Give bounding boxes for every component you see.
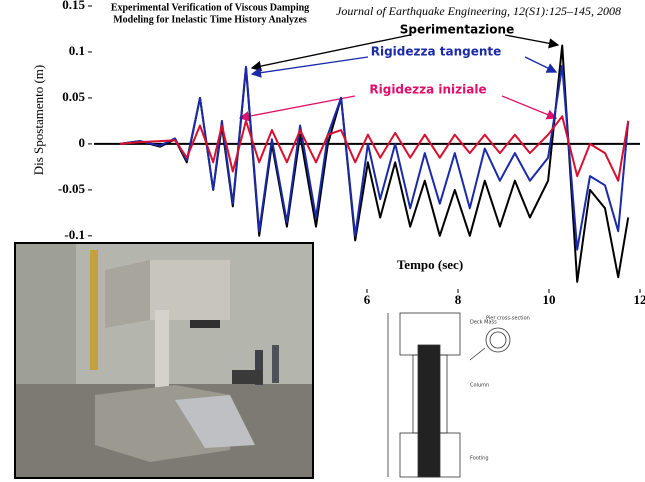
photo xyxy=(14,242,314,479)
arrow xyxy=(501,95,558,120)
legend-label: Rigidezza iniziale xyxy=(369,83,486,97)
x-tick-label: 12 xyxy=(634,292,645,307)
y-axis-label: Dis Spostamento (m) xyxy=(31,65,46,176)
y-tick-label: 0.15 xyxy=(62,0,85,12)
journal: Journal of Earthquake Engineering, 12(S1… xyxy=(336,4,621,18)
y-tick-label: -0.1 xyxy=(64,227,85,242)
series-line xyxy=(119,64,630,251)
arrow xyxy=(524,56,558,73)
arrow xyxy=(238,95,356,122)
y-tick-label: 0.05 xyxy=(62,89,85,104)
legend-label: Sperimentazione xyxy=(400,23,514,37)
arrow xyxy=(504,34,560,49)
series-line xyxy=(119,115,630,182)
arrow xyxy=(250,56,369,78)
y-tick-label: -0.05 xyxy=(58,181,86,196)
header-title: Experimental Verification of Viscous Dam… xyxy=(111,2,309,13)
drawing-label: Pier cross-section xyxy=(486,316,530,322)
x-axis-label: Tempo (sec) xyxy=(397,257,463,272)
annotations: Sperimentazione Rigidezza tangente Rigid… xyxy=(238,23,560,122)
x-tick-label: 6 xyxy=(364,292,371,307)
x-tick-label: 10 xyxy=(543,292,556,307)
x-tick-label: 8 xyxy=(455,292,462,307)
drawing: Deck Mass Pier cross-section Column Foot… xyxy=(375,305,565,480)
arrow xyxy=(250,34,411,72)
drawing-label: Footing xyxy=(470,456,489,462)
drawing-label: Column xyxy=(470,383,489,389)
y-tick-label: 0.1 xyxy=(69,43,85,58)
legend-label: Rigidezza tangente xyxy=(371,45,502,59)
drawing-label: Deck Mass xyxy=(470,320,497,326)
y-tick-label: 0 xyxy=(79,135,86,150)
header-title: Modeling for Inelastic Time History Anal… xyxy=(113,14,307,25)
